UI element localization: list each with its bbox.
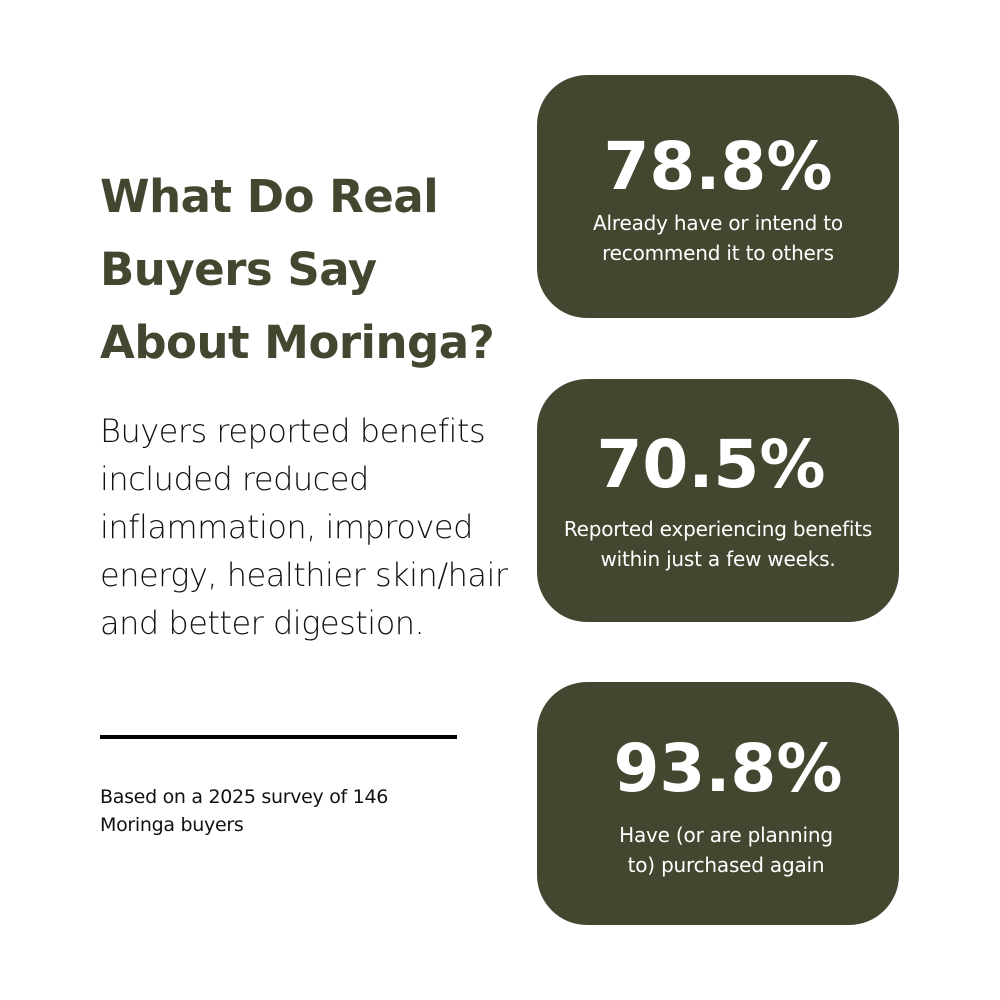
stat-card-repurchase: 93.8% Have (or are planning to) purchase…	[537, 682, 899, 925]
summary-text: Buyers reported benefits included reduce…	[100, 412, 508, 642]
divider	[100, 735, 457, 739]
stat-value: 93.8%	[613, 730, 843, 807]
stat-label: Already have or intend to recommend it t…	[593, 211, 843, 265]
stat-value: 78.8%	[603, 128, 833, 205]
page-title: What Do Real Buyers Say About Moringa?	[100, 170, 495, 369]
stat-card-recommend: 78.8% Already have or intend to recommen…	[537, 75, 899, 318]
stat-label: Have (or are planning to) purchased agai…	[619, 823, 833, 877]
stat-value: 70.5%	[596, 426, 826, 503]
survey-footnote: Based on a 2025 survey of 146 Moringa bu…	[100, 786, 389, 836]
stat-card-benefits: 70.5% Reported experiencing benefits wit…	[537, 379, 899, 622]
stat-label: Reported experiencing benefits within ju…	[563, 517, 873, 571]
